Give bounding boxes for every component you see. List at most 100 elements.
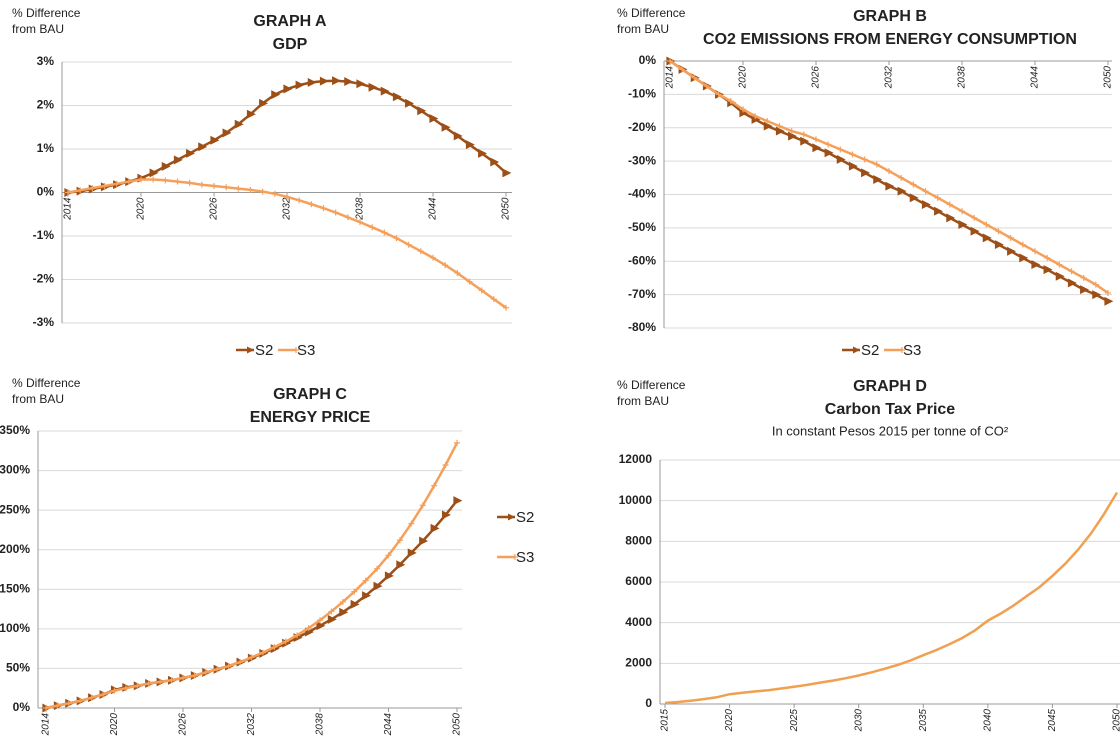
marker <box>836 154 846 164</box>
x-tick-label: 2014 <box>63 197 74 221</box>
y-tick-label: 0 <box>645 696 652 710</box>
marker <box>307 77 317 87</box>
marker <box>396 537 403 544</box>
marker <box>173 155 183 165</box>
marker <box>362 591 372 601</box>
marker <box>1044 254 1051 261</box>
y-tick-label: 150% <box>0 581 30 595</box>
marker <box>235 185 242 192</box>
marker <box>43 705 49 711</box>
marker <box>430 523 440 533</box>
marker <box>971 214 978 221</box>
y-tick-label: 100% <box>0 621 30 635</box>
marker <box>1092 290 1102 300</box>
y-tick-label: 4000 <box>625 615 652 629</box>
marker <box>1056 261 1063 268</box>
y-tick-label: 50% <box>6 661 30 675</box>
marker <box>284 193 290 200</box>
y-tick-label: 2000 <box>625 656 652 670</box>
y-tick-label: -80% <box>628 320 656 334</box>
chart-subtitle: CO2 EMISSIONS FROM ENERGY CONSUMPTION <box>703 31 1077 48</box>
legend-label: S3 <box>516 549 534 566</box>
marker <box>983 221 990 228</box>
x-tick-label: 2026 <box>811 66 822 90</box>
marker <box>934 206 944 216</box>
marker <box>442 462 449 469</box>
series-line <box>669 59 1109 303</box>
marker <box>679 66 686 73</box>
marker <box>77 187 84 194</box>
marker <box>442 262 449 269</box>
y-tick-label: 250% <box>0 502 30 516</box>
marker <box>861 168 871 178</box>
marker <box>1043 265 1053 275</box>
marker <box>502 168 512 178</box>
y-tick-label: 200% <box>0 542 30 556</box>
marker <box>1092 281 1099 288</box>
marker <box>898 174 905 181</box>
marker <box>138 176 144 183</box>
x-tick-label: 2020 <box>136 197 147 221</box>
marker <box>740 106 746 113</box>
chart-title: GRAPH D <box>853 378 927 395</box>
legend-marker <box>512 554 518 560</box>
marker <box>65 700 72 707</box>
x-tick-label: 2026 <box>209 197 220 221</box>
legend-marker <box>293 347 299 353</box>
y-tick-label: 6000 <box>625 574 652 588</box>
marker <box>441 122 451 132</box>
x-tick-label: 2038 <box>355 197 366 221</box>
marker <box>248 654 255 661</box>
marker <box>800 136 810 146</box>
y-tick-label: -1% <box>33 228 55 242</box>
marker <box>214 666 221 673</box>
marker <box>431 482 438 489</box>
y-tick-label: 300% <box>0 463 30 477</box>
x-tick-label: 2020 <box>724 709 735 733</box>
marker <box>339 607 349 617</box>
marker <box>134 682 141 689</box>
x-tick-label: 2050 <box>501 197 512 221</box>
x-tick-label: 2044 <box>428 197 439 221</box>
chart-subtitle: Carbon Tax Price <box>825 401 956 418</box>
marker <box>161 161 171 171</box>
marker <box>125 178 132 185</box>
series-line <box>45 499 458 710</box>
marker <box>1104 296 1114 306</box>
marker <box>1019 241 1026 248</box>
x-tick-label: 2014 <box>665 66 676 90</box>
marker <box>332 76 342 86</box>
legend-label: S3 <box>297 342 315 359</box>
y-tick-label: -60% <box>628 253 656 267</box>
x-tick-label: 2032 <box>282 197 293 221</box>
marker <box>344 77 354 87</box>
marker <box>824 148 834 158</box>
marker <box>198 142 208 152</box>
y-tick-label: -20% <box>628 120 656 134</box>
marker <box>490 157 500 167</box>
marker <box>958 220 968 230</box>
y-axis-label: from BAU <box>12 392 64 406</box>
marker <box>89 185 96 192</box>
marker <box>247 186 254 193</box>
marker <box>186 148 196 158</box>
series-line <box>669 59 1109 295</box>
marker <box>959 208 965 215</box>
marker <box>1019 253 1029 263</box>
marker <box>788 131 798 141</box>
marker <box>305 625 312 632</box>
marker <box>408 520 415 527</box>
marker <box>848 161 858 171</box>
chart-title: GRAPH C <box>273 386 347 403</box>
marker <box>374 565 381 572</box>
marker <box>65 189 71 196</box>
marker <box>909 193 919 203</box>
marker <box>752 113 759 120</box>
marker <box>393 235 400 242</box>
y-tick-label: -40% <box>628 187 656 201</box>
marker <box>1067 278 1077 288</box>
marker <box>417 248 424 255</box>
marker <box>897 186 907 196</box>
x-tick-label: 2020 <box>738 66 749 90</box>
